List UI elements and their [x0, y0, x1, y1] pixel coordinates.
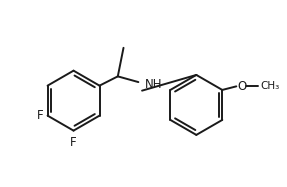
Text: F: F [70, 136, 77, 149]
Text: CH₃: CH₃ [261, 81, 280, 91]
Text: F: F [37, 109, 43, 122]
Text: O: O [237, 80, 247, 93]
Text: NH: NH [145, 78, 162, 91]
